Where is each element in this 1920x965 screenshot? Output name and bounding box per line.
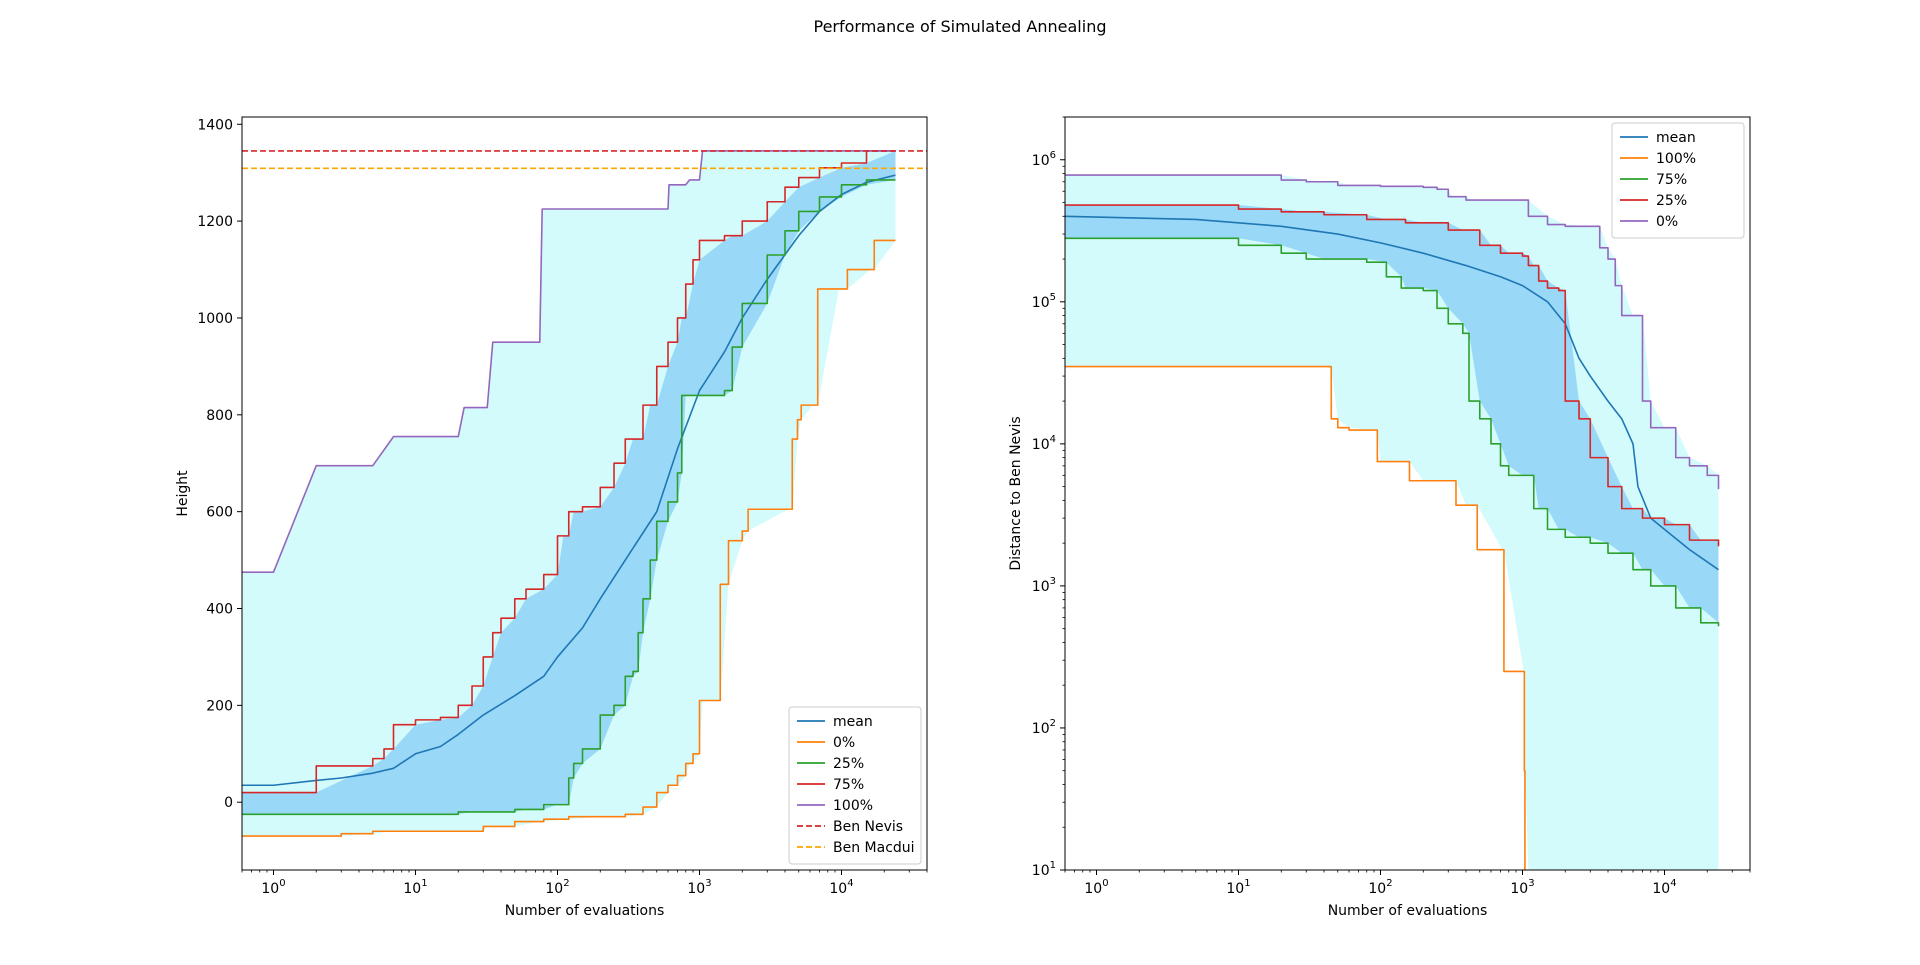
series-line-75pct: [242, 150, 896, 794]
legend-label: 25%: [833, 756, 864, 772]
x-tick-label: 100: [261, 878, 285, 897]
x-tick-label: 103: [1510, 878, 1534, 897]
x-axis-label: Number of evaluations: [505, 903, 665, 919]
legend-entry-100pct: 100%: [1620, 151, 1696, 167]
band-75pct-to-25pct: [1065, 205, 1719, 623]
y-tick-label: 1200: [197, 214, 233, 230]
x-tick-label: 104: [1652, 878, 1676, 897]
y-tick-label: 1400: [197, 117, 233, 133]
legend-label: 75%: [833, 777, 864, 793]
series-line-mean: [242, 174, 896, 787]
y-tick-label: 0: [224, 795, 233, 811]
legend-entry-mean: mean: [1620, 130, 1696, 146]
legend: mean 0% 25% 75% 100% Ben Nevis Ben Macdui: [788, 706, 922, 865]
y-tick-label: 1000: [197, 311, 233, 327]
plot-area: [1065, 174, 1720, 870]
x-tick-label: 100: [1084, 878, 1108, 897]
y-tick-label: 400: [206, 602, 233, 618]
legend-entry-100pct: 100%: [797, 798, 873, 814]
figure-title: Performance of Simulated Annealing: [814, 17, 1107, 36]
legend-entry-25pct: 25%: [1620, 193, 1687, 209]
y-tick-label: 105: [1032, 292, 1056, 311]
legend-label: mean: [1656, 130, 1696, 146]
series-line-100pct: [242, 150, 896, 573]
series-line-75pct: [1065, 237, 1720, 627]
x-tick-label: 101: [1226, 878, 1250, 897]
legend-box: [788, 706, 922, 865]
x-tick-label: 103: [687, 878, 711, 897]
y-tick-label: 103: [1032, 576, 1056, 595]
axes-frame: [241, 116, 928, 871]
legend-entry-ben-macdui: Ben Macdui: [797, 840, 915, 856]
legend-label: 100%: [1656, 151, 1696, 167]
x-tick-label: 101: [403, 878, 427, 897]
legend-box: [1611, 122, 1745, 239]
x-axis-label: Number of evaluations: [1328, 903, 1488, 919]
series-line-0pct: [1065, 174, 1720, 490]
legend-entry-0pct: 0%: [797, 735, 855, 751]
band-25pct-to-75pct: [242, 150, 896, 815]
legend-label: 100%: [833, 798, 873, 814]
right-chart-distance: 100 101 102 103 104 101 102 103 104 105 106 Number …: [1008, 116, 1751, 919]
legend: mean 100% 75% 25% 0%: [1611, 122, 1745, 239]
y-tick-label: 102: [1032, 718, 1056, 737]
plot-area: [242, 150, 927, 837]
legend-label: Ben Nevis: [833, 819, 903, 835]
y-tick-label: 104: [1032, 434, 1056, 453]
y-tick-label: 106: [1032, 150, 1056, 169]
series-line-100pct: [1065, 365, 1526, 870]
y-axis-label: Distance to Ben Nevis: [1008, 416, 1024, 570]
legend-entry-0pct: 0%: [1620, 214, 1678, 230]
y-tick-label: 600: [206, 505, 233, 521]
x-tick-label: 104: [829, 878, 853, 897]
series-line-0pct: [242, 239, 896, 837]
legend-label: 0%: [1656, 214, 1678, 230]
legend-entry-ben-nevis: Ben Nevis: [797, 819, 903, 835]
series-line-25pct: [242, 179, 896, 816]
legend-entry-75pct: 75%: [1620, 172, 1687, 188]
legend-label: 75%: [1656, 172, 1687, 188]
legend-label: Ben Macdui: [833, 840, 915, 856]
legend-entry-75pct: 75%: [797, 777, 864, 793]
y-tick-label: 101: [1032, 860, 1056, 879]
legend-label: 25%: [1656, 193, 1687, 209]
left-chart-height: 100 101 102 103 104 0 200 400 600 800 1000 1200 1400…: [175, 116, 928, 919]
x-tick-label: 102: [545, 878, 569, 897]
legend-label: 0%: [833, 735, 855, 751]
axes-frame: [1064, 116, 1751, 871]
x-tick-label: 102: [1368, 878, 1392, 897]
legend-label: mean: [833, 714, 873, 730]
y-axis-label: Height: [175, 470, 191, 517]
y-tick-label: 200: [206, 698, 233, 714]
legend-entry-mean: mean: [797, 714, 873, 730]
legend-entry-25pct: 25%: [797, 756, 864, 772]
y-tick-label: 800: [206, 408, 233, 424]
series-line-25pct: [1065, 204, 1720, 547]
